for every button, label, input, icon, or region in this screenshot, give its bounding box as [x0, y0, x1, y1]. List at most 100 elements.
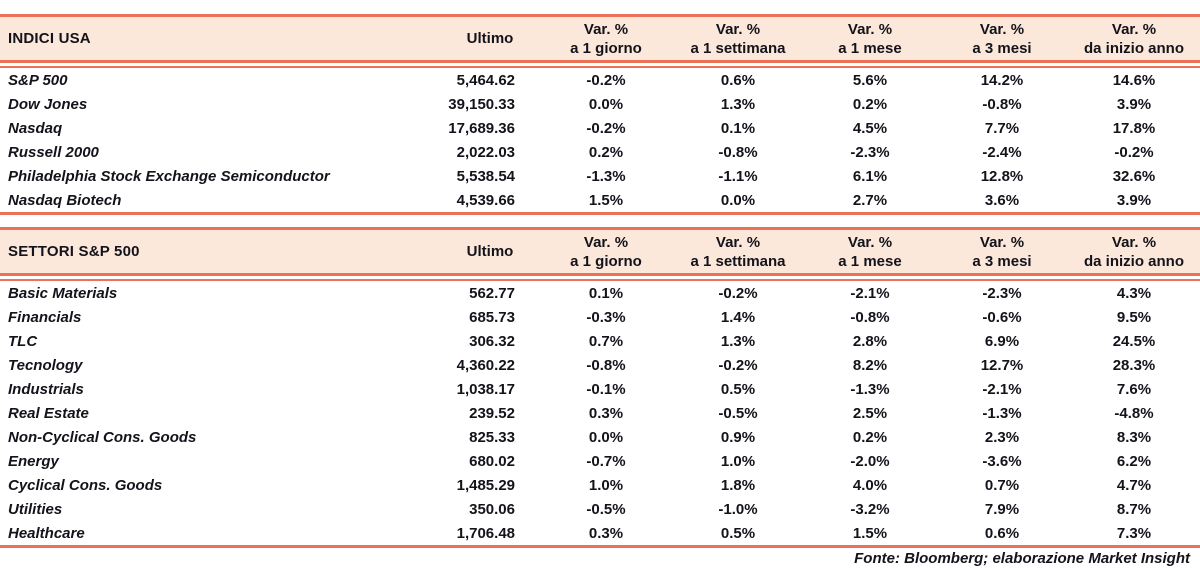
pct-value: 1.0% — [588, 476, 624, 494]
pct-value: -0.7% — [586, 452, 626, 470]
section-header-settori-sp500: SETTORI S&P 500 Ultimo Var. % a 1 giorno… — [0, 227, 1200, 273]
pct-value: 1.3% — [720, 95, 756, 113]
section-title: SETTORI S&P 500 — [8, 243, 140, 260]
pct-value: -0.1% — [586, 380, 626, 398]
pct-value: 14.2% — [980, 71, 1024, 89]
row-label: Philadelphia Stock Exchange Semiconducto… — [8, 167, 330, 185]
column-header-var-inizio-anno: Var. % da inizio anno — [1068, 233, 1200, 271]
row-label: Financials — [8, 308, 82, 326]
period-label: a 1 mese — [838, 39, 902, 57]
pct-value: 0.5% — [720, 380, 756, 398]
top-margin — [0, 0, 1200, 14]
ultimo-value: 1,485.29 — [456, 476, 515, 494]
column-header-ultimo: Ultimo — [466, 30, 514, 47]
pct-value: -0.3% — [586, 308, 626, 326]
pct-value: -0.8% — [718, 143, 758, 161]
ultimo-value: 5,538.54 — [456, 167, 515, 185]
var-label: Var. % — [583, 20, 629, 38]
section-gap — [0, 215, 1200, 227]
period-label: a 3 mesi — [972, 252, 1032, 270]
section-bottom-rule — [0, 545, 1200, 548]
pct-value: -0.8% — [850, 308, 890, 326]
pct-value: 9.5% — [1116, 308, 1152, 326]
pct-value: 12.8% — [980, 167, 1024, 185]
var-label: Var. % — [979, 233, 1025, 251]
column-header-var-inizio-anno: Var. % da inizio anno — [1068, 20, 1200, 58]
row-label: Non-Cyclical Cons. Goods — [8, 428, 197, 446]
row-label: Energy — [8, 452, 59, 470]
table-row: Nasdaq Biotech 4,539.66 1.5% 0.0% 2.7% 3.6% 3.… — [0, 188, 1200, 212]
pct-value: 7.6% — [1116, 380, 1152, 398]
ultimo-value: 685.73 — [469, 308, 515, 326]
rows-indici-usa: S&P 500 5,464.62 -0.2% 0.6% 5.6% 14.2% 14.6% Do… — [0, 68, 1200, 212]
pct-value: -0.5% — [718, 404, 758, 422]
row-label: Nasdaq — [8, 119, 63, 137]
pct-value: 24.5% — [1112, 332, 1156, 350]
pct-value: -0.5% — [586, 500, 626, 518]
pct-value: 0.3% — [588, 404, 624, 422]
pct-value: 8.2% — [852, 356, 888, 374]
pct-value: 4.3% — [1116, 284, 1152, 302]
pct-value: -2.3% — [850, 143, 890, 161]
row-label: Tecnology — [8, 356, 83, 374]
pct-value: 12.7% — [980, 356, 1024, 374]
pct-value: 0.7% — [984, 476, 1020, 494]
var-label: Var. % — [583, 233, 629, 251]
table-row: S&P 500 5,464.62 -0.2% 0.6% 5.6% 14.2% 14.6% — [0, 68, 1200, 92]
table-row: Healthcare 1,706.48 0.3% 0.5% 1.5% 0.6% 7.3% — [0, 521, 1200, 545]
pct-value: 6.9% — [984, 332, 1020, 350]
pct-value: 6.1% — [852, 167, 888, 185]
pct-value: 3.9% — [1116, 191, 1152, 209]
pct-value: 0.0% — [588, 95, 624, 113]
column-header-var-1-settimana: Var. % a 1 settimana — [672, 233, 804, 271]
pct-value: 32.6% — [1112, 167, 1156, 185]
table-row: Non-Cyclical Cons. Goods 825.33 0.0% 0.9% 0.… — [0, 425, 1200, 449]
pct-value: -0.2% — [586, 71, 626, 89]
period-label: a 1 settimana — [690, 39, 786, 57]
var-label: Var. % — [847, 233, 893, 251]
pct-value: 3.9% — [1116, 95, 1152, 113]
row-label: Russell 2000 — [8, 143, 99, 161]
var-label: Var. % — [847, 20, 893, 38]
pct-value: -3.2% — [850, 500, 890, 518]
pct-value: 0.6% — [720, 71, 756, 89]
pct-value: 1.5% — [852, 524, 888, 542]
section-indici-usa: INDICI USA Ultimo Var. % a 1 giorno Var.… — [0, 14, 1200, 215]
pct-value: 7.3% — [1116, 524, 1152, 542]
column-header-var-1-settimana: Var. % a 1 settimana — [672, 20, 804, 58]
row-label: Real Estate — [8, 404, 89, 422]
pct-value: 8.3% — [1116, 428, 1152, 446]
pct-value: -2.3% — [982, 284, 1022, 302]
ultimo-value: 4,539.66 — [456, 191, 515, 209]
pct-value: 2.3% — [984, 428, 1020, 446]
pct-value: -2.0% — [850, 452, 890, 470]
table-row: Utilities 350.06 -0.5% -1.0% -3.2% 7.9% 8.7% — [0, 497, 1200, 521]
pct-value: 0.2% — [588, 143, 624, 161]
pct-value: 17.8% — [1112, 119, 1156, 137]
section-header-indici-usa: INDICI USA Ultimo Var. % a 1 giorno Var.… — [0, 14, 1200, 60]
ultimo-value: 4,360.22 — [456, 356, 515, 374]
pct-value: 6.2% — [1116, 452, 1152, 470]
pct-value: -0.6% — [982, 308, 1022, 326]
pct-value: -0.2% — [586, 119, 626, 137]
section-settori-sp500: SETTORI S&P 500 Ultimo Var. % a 1 giorno… — [0, 227, 1200, 548]
row-label: Cyclical Cons. Goods — [8, 476, 163, 494]
table-row: Tecnology 4,360.22 -0.8% -0.2% 8.2% 12.7% 28.3… — [0, 353, 1200, 377]
pct-value: 7.7% — [984, 119, 1020, 137]
row-label: S&P 500 — [8, 71, 68, 89]
pct-value: 0.1% — [720, 119, 756, 137]
ultimo-value: 239.52 — [469, 404, 515, 422]
pct-value: -3.6% — [982, 452, 1022, 470]
pct-value: -0.2% — [1114, 143, 1154, 161]
ultimo-value: 5,464.62 — [456, 71, 515, 89]
period-label: a 1 mese — [838, 252, 902, 270]
pct-value: 5.6% — [852, 71, 888, 89]
pct-value: -1.3% — [586, 167, 626, 185]
ultimo-value: 350.06 — [469, 500, 515, 518]
pct-value: 28.3% — [1112, 356, 1156, 374]
pct-value: 0.5% — [720, 524, 756, 542]
header-double-rule — [0, 60, 1200, 68]
pct-value: -0.2% — [718, 356, 758, 374]
pct-value: 0.2% — [852, 428, 888, 446]
pct-value: -1.0% — [718, 500, 758, 518]
